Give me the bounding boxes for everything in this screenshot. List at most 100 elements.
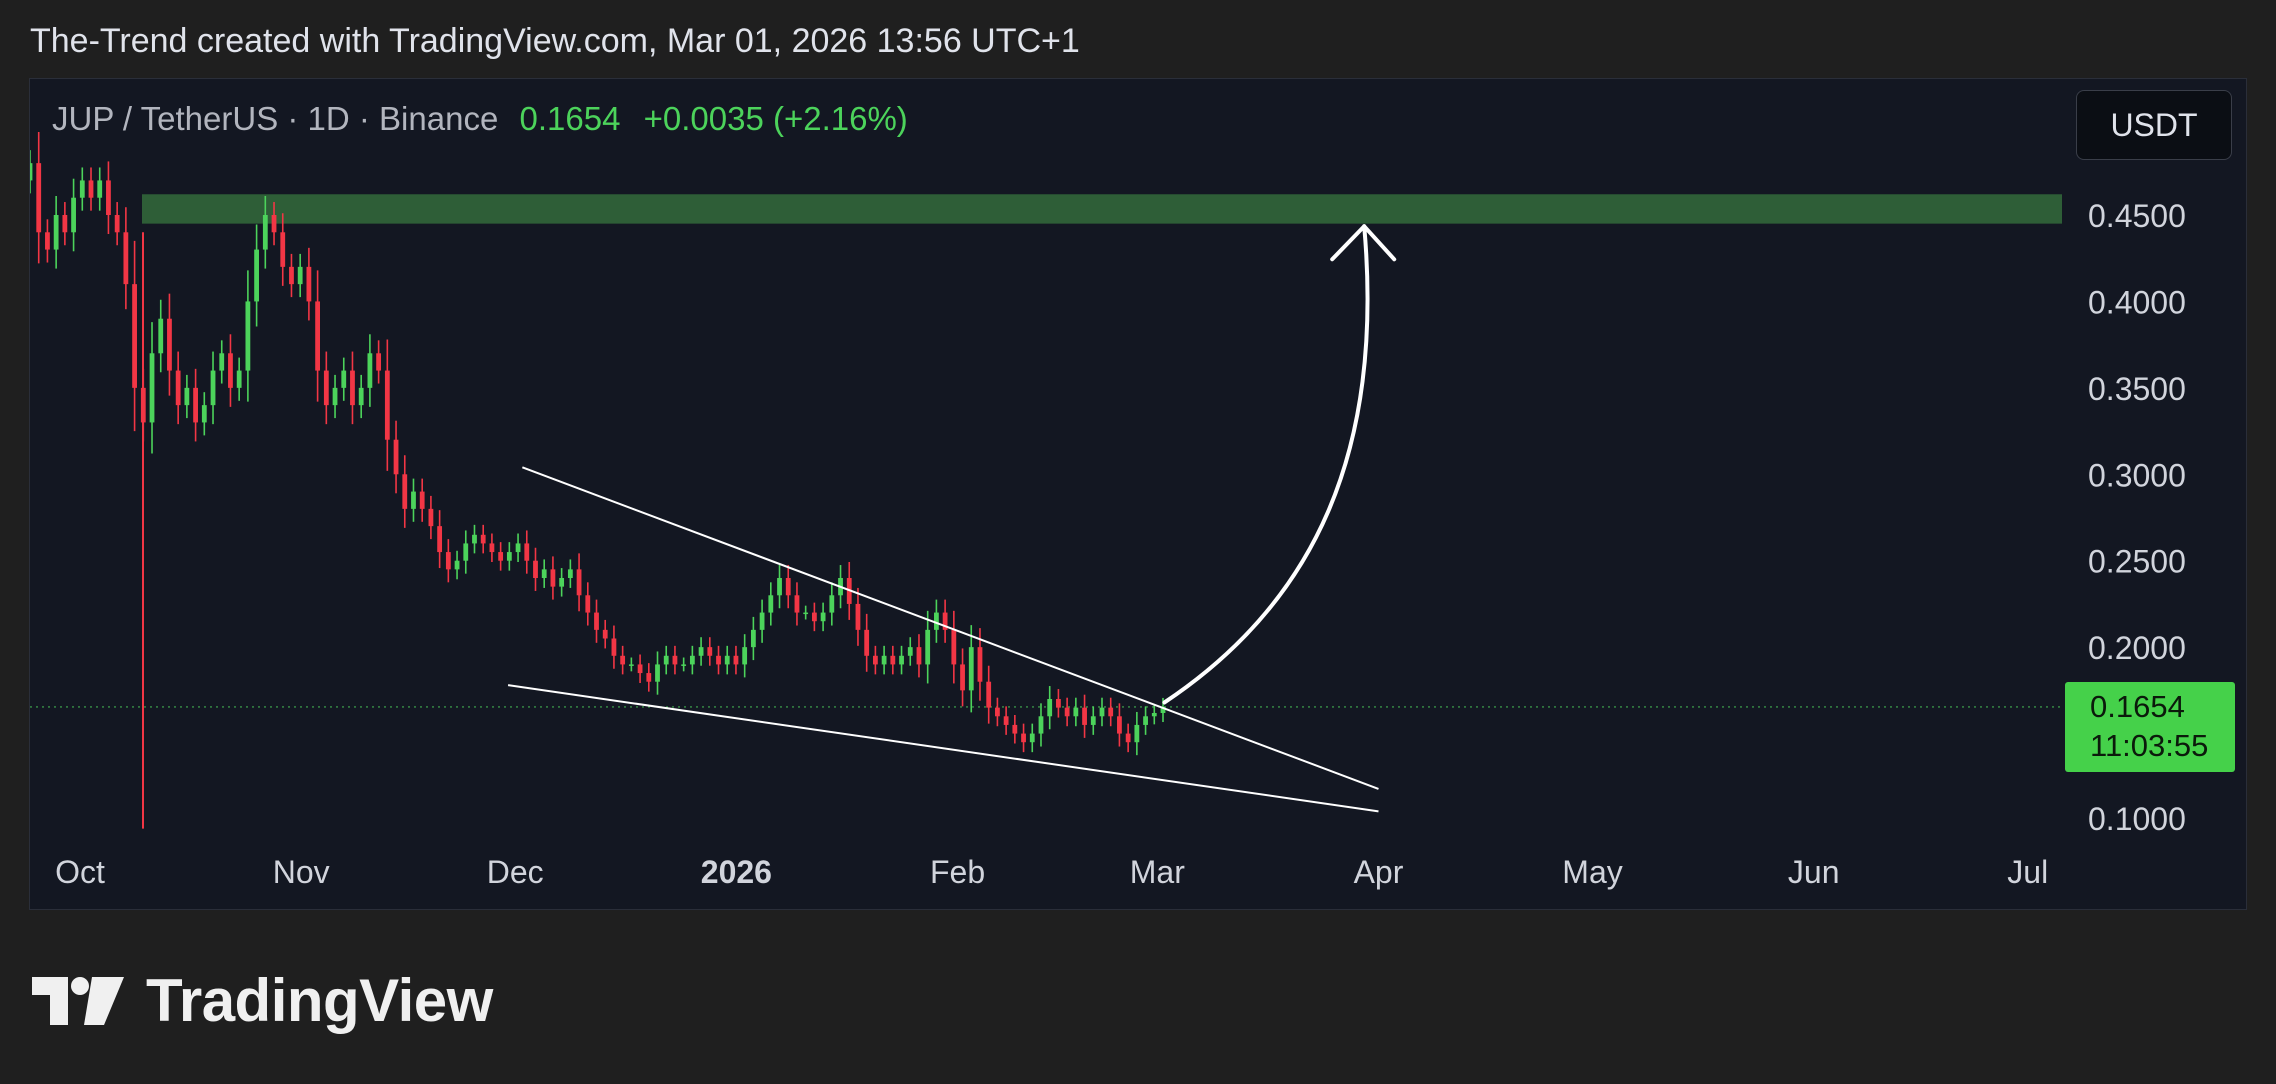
candle-body xyxy=(724,655,730,665)
candle xyxy=(524,530,530,574)
candle-body xyxy=(1090,716,1096,725)
candle-body xyxy=(881,655,887,665)
candle-body xyxy=(306,266,312,302)
candle xyxy=(36,132,42,264)
x-tick-label: Apr xyxy=(1354,854,1404,890)
candle xyxy=(245,270,251,402)
candle-body xyxy=(297,266,303,285)
candle-body xyxy=(925,629,931,665)
candle xyxy=(271,202,277,246)
candle xyxy=(864,613,870,672)
candle xyxy=(855,587,861,646)
candle xyxy=(71,178,76,252)
candle-body xyxy=(271,215,277,233)
candle xyxy=(698,637,704,666)
candle-body xyxy=(942,612,948,630)
candle xyxy=(367,334,373,407)
candle xyxy=(210,351,216,425)
candle-body xyxy=(88,180,94,198)
candle xyxy=(681,657,687,672)
y-tick-label: 0.1000 xyxy=(2088,801,2186,837)
candle-body xyxy=(820,612,826,622)
candle xyxy=(149,322,155,454)
candle-body xyxy=(524,543,530,561)
candle xyxy=(820,602,826,632)
candle xyxy=(30,150,33,194)
candle-body xyxy=(960,664,965,691)
candle-body xyxy=(175,370,181,406)
candle xyxy=(289,253,294,298)
candle xyxy=(559,568,565,597)
plot-area xyxy=(30,132,2062,829)
candle-body xyxy=(515,543,521,553)
x-tick-label: Mar xyxy=(1130,854,1185,890)
candle-body xyxy=(811,612,817,622)
candle-body xyxy=(1073,707,1079,717)
y-tick-label: 0.4000 xyxy=(2088,284,2186,320)
candle-body xyxy=(559,578,565,587)
candle xyxy=(280,213,286,286)
candle xyxy=(123,207,129,310)
candle xyxy=(899,645,904,675)
candle-body xyxy=(149,353,155,423)
candle-body xyxy=(228,353,233,388)
candle-body xyxy=(428,508,434,527)
candle xyxy=(132,240,137,432)
candle-body xyxy=(506,552,512,561)
candle xyxy=(53,195,59,269)
x-tick-label: Nov xyxy=(273,854,330,890)
candle xyxy=(907,637,913,666)
candle xyxy=(716,645,721,675)
candle-body xyxy=(1056,699,1061,708)
candle-body xyxy=(777,578,782,596)
upper-trendline xyxy=(521,466,1379,790)
candle xyxy=(437,510,443,569)
candle xyxy=(646,663,652,692)
candle xyxy=(306,247,312,321)
candle xyxy=(724,645,730,675)
candle-body xyxy=(262,215,268,250)
candle xyxy=(585,582,591,626)
candle xyxy=(219,340,225,384)
candle xyxy=(541,559,547,588)
candle xyxy=(628,657,634,672)
candle-body xyxy=(716,655,721,665)
currency-button[interactable]: USDT xyxy=(2076,90,2232,160)
candle xyxy=(550,556,556,600)
x-tick-label: Jul xyxy=(2007,854,2048,890)
candle xyxy=(1082,694,1087,738)
projection-arrow xyxy=(1162,224,1370,705)
candle-body xyxy=(114,215,120,233)
candle-body xyxy=(71,197,76,233)
candle xyxy=(463,530,469,574)
candle xyxy=(88,167,94,211)
projection-arrowhead xyxy=(1330,224,1397,262)
candle xyxy=(986,665,992,724)
candle-body xyxy=(620,655,626,665)
candle xyxy=(1038,703,1044,747)
candle-body xyxy=(254,249,259,302)
candle xyxy=(829,582,835,626)
candle xyxy=(175,351,181,425)
candle-body xyxy=(193,387,198,423)
candle-body xyxy=(646,673,652,682)
candle-body xyxy=(419,491,425,509)
candle-body xyxy=(358,387,364,406)
lower-trendline xyxy=(507,684,1379,813)
candle-body xyxy=(829,595,835,613)
candle-body xyxy=(794,595,800,613)
candle-body xyxy=(132,284,137,388)
candle xyxy=(472,524,477,554)
candle-body xyxy=(123,232,129,285)
candle-body xyxy=(864,629,870,656)
candle xyxy=(79,167,85,211)
candle-body xyxy=(899,655,904,665)
y-tick-label: 0.2500 xyxy=(2088,544,2186,580)
candle-body xyxy=(498,552,504,561)
candle xyxy=(768,582,774,626)
x-tick-label: Jun xyxy=(1788,854,1840,890)
candle-body xyxy=(201,405,207,423)
candle xyxy=(350,351,355,425)
candle xyxy=(45,219,50,263)
